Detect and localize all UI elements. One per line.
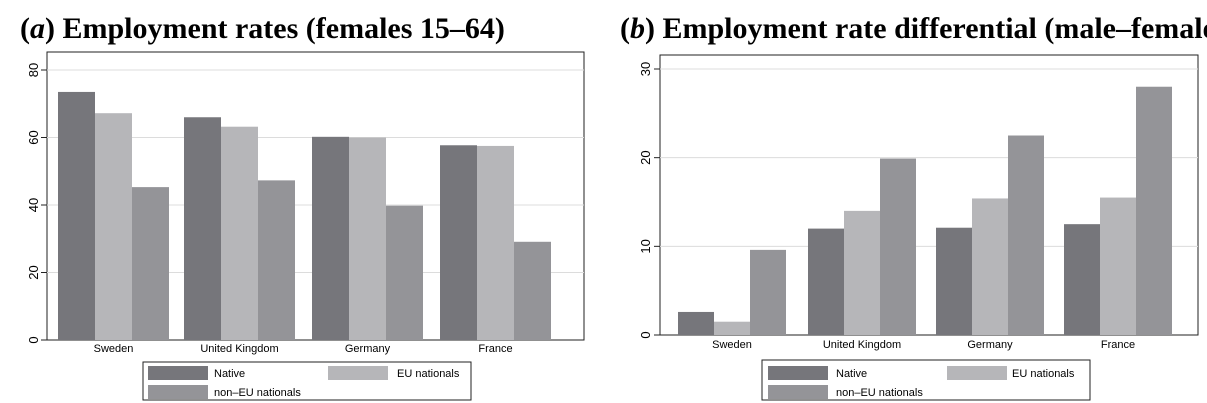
bar-germany-native: [312, 136, 349, 340]
panel-a-legend-label-non-eu: non–EU nationals: [214, 387, 301, 399]
panel-a-legend-swatch-eu: [328, 366, 388, 380]
bar-germany-eu-nationals: [349, 137, 386, 340]
bar-france-non-eu-nationals: [1136, 86, 1172, 335]
y-tick-label: 20: [638, 150, 653, 164]
panel-b-legend-swatch-eu: [947, 366, 1007, 380]
bar-united-kingdom-eu-nationals: [221, 126, 258, 340]
panel-a-bars: [58, 91, 551, 340]
bar-france-eu-nationals: [477, 145, 514, 340]
bar-sweden-eu-nationals: [95, 113, 132, 340]
y-tick-label: 20: [26, 265, 41, 279]
panel-a-legend-swatch-non-eu: [148, 385, 208, 399]
panel-b-legend-label-native: Native: [836, 368, 867, 380]
category-label: United Kingdom: [200, 343, 278, 355]
bar-united-kingdom-non-eu-nationals: [258, 180, 295, 340]
panel-b-bars: [678, 86, 1172, 335]
bar-france-eu-nationals: [1100, 197, 1136, 335]
bar-germany-non-eu-nationals: [386, 205, 423, 340]
category-label: Sweden: [712, 339, 752, 351]
category-label: France: [478, 343, 512, 355]
bar-united-kingdom-non-eu-nationals: [880, 158, 916, 335]
y-tick-label: 40: [26, 198, 41, 212]
bar-sweden-native: [58, 91, 95, 340]
panel-b-category-labels: Sweden United Kingdom Germany France: [712, 339, 1135, 351]
panel-b: (b) Employment rate differential (male–f…: [620, 12, 1207, 401]
y-tick-label: 60: [26, 130, 41, 144]
y-tick-label: 80: [26, 63, 41, 77]
panel-a-legend-label-native: Native: [214, 368, 245, 380]
bar-germany-non-eu-nationals: [1008, 135, 1044, 335]
panel-a-legend: Native EU nationals non–EU nationals: [142, 361, 472, 401]
y-tick-label: 30: [638, 62, 653, 76]
y-tick-label: 10: [638, 239, 653, 253]
panel-b-legend-label-non-eu: non–EU nationals: [836, 387, 923, 399]
category-label: Germany: [345, 343, 391, 355]
bar-united-kingdom-eu-nationals: [844, 210, 880, 335]
bar-sweden-native: [678, 311, 714, 335]
bar-france-native: [440, 145, 477, 340]
bar-united-kingdom-native: [184, 117, 221, 340]
bar-united-kingdom-native: [808, 228, 844, 335]
panel-a-title: (a) Employment rates (females 15–64): [20, 12, 505, 45]
panel-b-legend-swatch-native: [768, 366, 828, 380]
bar-sweden-non-eu-nationals: [132, 187, 169, 340]
bar-germany-eu-nationals: [972, 198, 1008, 335]
y-tick-label: 0: [638, 331, 653, 338]
panel-a-legend-swatch-native: [148, 366, 208, 380]
bar-germany-native: [936, 227, 972, 335]
panel-b-title: (b) Employment rate differential (male–f…: [620, 12, 1207, 45]
category-label: United Kingdom: [823, 339, 901, 351]
category-label: France: [1101, 339, 1135, 351]
panel-a-y-axis: 0 20 40 60 80: [26, 63, 47, 344]
y-tick-label: 0: [26, 336, 41, 343]
category-label: Germany: [967, 339, 1013, 351]
bar-france-native: [1064, 224, 1100, 335]
panel-b-legend-swatch-non-eu: [768, 385, 828, 399]
panel-b-y-axis: 0 10 20 30: [638, 62, 660, 339]
panel-b-legend-label-eu: EU nationals: [1012, 368, 1075, 380]
panel-a: (a) Employment rates (females 15–64) 0 20…: [20, 12, 585, 401]
bar-sweden-eu-nationals: [714, 321, 750, 335]
bar-france-non-eu-nationals: [514, 241, 551, 340]
panel-a-category-labels: Sweden United Kingdom Germany France: [94, 343, 513, 355]
panel-b-legend: Native EU nationals non–EU nationals: [761, 359, 1091, 401]
category-label: Sweden: [94, 343, 134, 355]
bar-sweden-non-eu-nationals: [750, 249, 786, 335]
panel-a-legend-label-eu: EU nationals: [397, 368, 460, 380]
